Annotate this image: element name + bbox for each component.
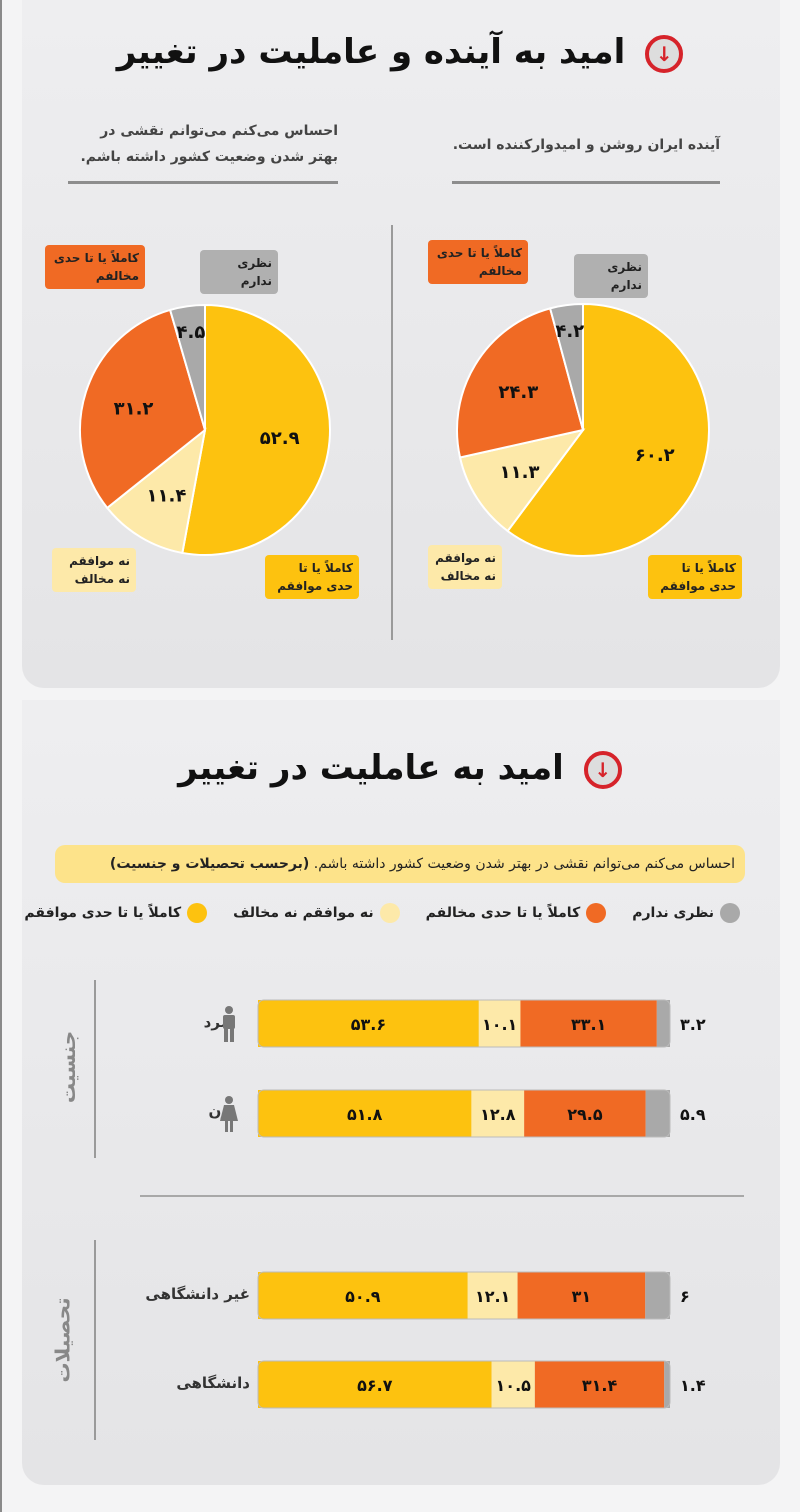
pie-value-label: ۴.۵	[177, 322, 206, 343]
gender-group-line	[94, 980, 96, 1158]
pie-slice-agree	[506, 302, 710, 557]
left-border	[0, 0, 2, 1512]
legend-label: نه موافقم نه مخالف	[233, 905, 374, 921]
pie-value-label: ۵۲.۹	[260, 428, 300, 449]
legend: نظری ندارم کاملاً یا تا حدی مخالفم نه مو…	[24, 903, 740, 923]
legend-dot-icon	[720, 903, 740, 923]
group-separator	[140, 1195, 744, 1197]
question-banner: احساس می‌کنم می‌توانم نقشی در بهتر شدن و…	[55, 845, 745, 883]
section1-title-text: امید به آینده و عاملیت در تغییر	[116, 32, 626, 72]
legend-label: کاملاً یا تا حدی مخالفم	[425, 905, 581, 921]
legend-dot-icon	[379, 903, 400, 923]
section2-title: ↓ امید به عاملیت در تغییر	[0, 748, 800, 789]
legend-agree: کاملاً یا تا حدی موافقم	[24, 903, 208, 923]
education-group-line	[94, 1240, 96, 1440]
banner-text: احساس می‌کنم می‌توانم نقشی در بهتر شدن و…	[313, 856, 735, 872]
pie-charts: ۵۲.۹ ۱۱.۴ ۳۱.۲ ۴.۵ ۶۰.۲ ۱۱.۳ ۲۴.۳ ۴.۲	[79, 302, 710, 557]
pie-value-label: ۲۴.۳	[498, 382, 538, 403]
right-question: آینده ایران روشن و امیدوارکننده است.	[452, 137, 720, 153]
left-disagree-label: کاملاً یا تا حدی مخالفم	[45, 245, 145, 289]
pie-slice-disagree	[79, 308, 207, 510]
pie-value-label: ۴.۲	[555, 321, 584, 342]
pie-value-label: ۱۱.۳	[500, 462, 540, 483]
section1-title: ↓ امید به آینده و عاملیت در تغییر	[0, 32, 800, 73]
woman-icon	[220, 1096, 238, 1132]
pie-slice-neutral	[105, 427, 207, 555]
arrow-down-circle-icon: ↓	[583, 750, 622, 789]
right-agree-label: کاملاً یا تا حدی موافقم	[648, 555, 742, 599]
pie-divider	[391, 225, 393, 640]
left-underline	[68, 181, 338, 184]
pie-slice-disagree	[456, 307, 585, 459]
pie-value-label: ۳۱.۲	[114, 398, 154, 419]
left-question: احساس می‌کنم می‌توانم نقشی در بهتر شدن و…	[80, 123, 338, 165]
legend-label: کاملاً یا تا حدی موافقم	[24, 905, 182, 921]
bar-panel	[22, 700, 780, 1485]
section2-title-text: امید به عاملیت در تغییر	[178, 748, 564, 788]
left-neutral-label: نه موافقم نه مخالف	[52, 548, 136, 592]
pie-slice-neutral	[458, 428, 586, 533]
right-disagree-label: کاملاً یا تا حدی مخالفم	[428, 240, 528, 284]
pie-slice-noop	[168, 303, 206, 431]
row-label-university: دانشگاهی	[176, 1374, 250, 1392]
pie-slice-noop	[548, 302, 584, 431]
legend-dot-icon	[586, 903, 607, 923]
legend-disagree: کاملاً یا تا حدی مخالفم	[426, 903, 607, 923]
pie-value-label: ۱۱.۴	[147, 485, 187, 506]
legend-label: نظری ندارم	[632, 905, 714, 921]
legend-neutral: نه موافقم نه مخالف	[233, 903, 400, 923]
row-label-nonuniversity: غیر دانشگاهی	[145, 1285, 250, 1303]
right-neutral-label: نه موافقم نه مخالف	[428, 545, 502, 589]
man-icon	[223, 1006, 235, 1042]
group-label-education: تحصیلات	[50, 1297, 75, 1383]
group-label-gender: جنسیت	[56, 1030, 81, 1104]
right-noop-label: نظری ندارم	[574, 254, 648, 298]
legend-noop: نظری ندارم	[632, 903, 740, 923]
banner-bold-text: (برحسب تحصیلات و جنسیت)	[109, 856, 310, 872]
left-agree-label: کاملاً یا تا حدی موافقم	[265, 555, 359, 599]
arrow-down-circle-icon: ↓	[645, 34, 684, 73]
right-underline	[452, 181, 720, 184]
pie-value-label: ۶۰.۲	[635, 445, 675, 466]
legend-dot-icon	[187, 903, 208, 923]
pie-slice-agree	[181, 303, 331, 556]
left-noop-label: نظری ندارم	[200, 250, 278, 294]
